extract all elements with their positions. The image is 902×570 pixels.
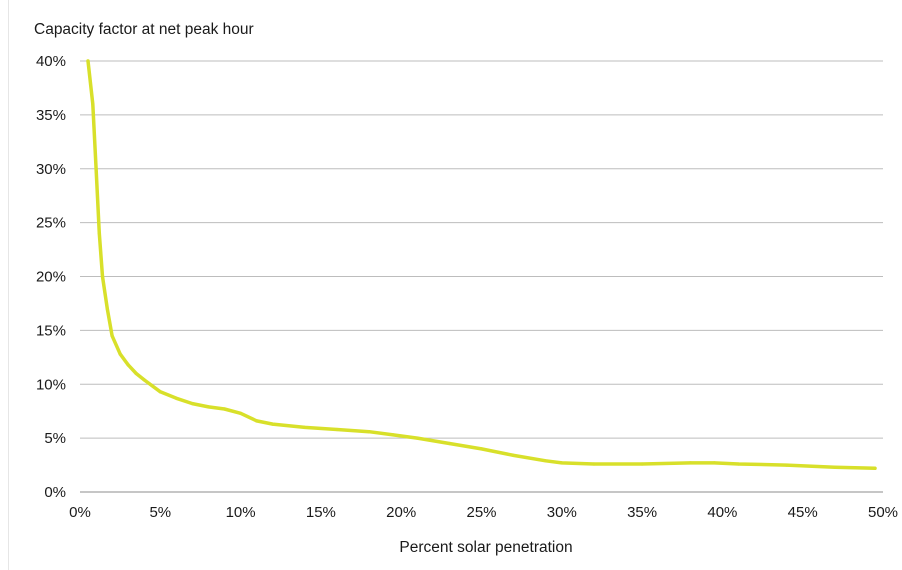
- y-tick-label: 15%: [36, 322, 66, 339]
- data-point: [873, 466, 877, 470]
- data-point: [271, 422, 275, 426]
- data-point: [86, 59, 90, 63]
- data-point: [174, 396, 178, 400]
- data-point: [94, 167, 98, 171]
- x-axis-title: Percent solar penetration: [399, 539, 572, 556]
- data-point: [303, 425, 307, 429]
- data-point: [447, 441, 451, 446]
- left-border-rule: [8, 0, 9, 570]
- data-point: [592, 462, 596, 466]
- data-point: [97, 231, 101, 235]
- data-point: [105, 307, 109, 311]
- data-point: [100, 274, 105, 279]
- series-layer: [86, 59, 877, 471]
- y-tick-label: 5%: [44, 430, 66, 447]
- data-point: [126, 363, 130, 367]
- data-point: [511, 453, 516, 457]
- y-tick-label: 25%: [36, 215, 66, 232]
- y-tick-label: 40%: [36, 53, 66, 70]
- x-tick-labels: 0% 5% 10% 15% 20% 25% 30% 35% 40% 45% 50%: [69, 504, 898, 521]
- data-point: [544, 459, 548, 463]
- data-point: [239, 411, 243, 415]
- data-point: [391, 433, 395, 437]
- y-tick-label: 30%: [36, 161, 66, 178]
- x-tick-label: 20%: [386, 504, 416, 521]
- y-tick-label: 20%: [36, 269, 66, 286]
- data-point: [158, 390, 162, 394]
- data-point: [206, 405, 211, 409]
- x-tick-label: 50%: [868, 504, 898, 521]
- x-tick-label: 40%: [707, 504, 737, 521]
- data-point: [91, 102, 95, 106]
- x-tick-label: 15%: [306, 504, 336, 521]
- data-point: [134, 371, 138, 376]
- data-point: [415, 436, 419, 440]
- data-point: [222, 407, 227, 411]
- data-point: [118, 352, 122, 356]
- data-point: [110, 334, 114, 338]
- gridlines: [80, 60, 883, 493]
- x-tick-label: 25%: [466, 504, 496, 521]
- x-tick-label: 45%: [788, 504, 818, 521]
- data-point: [785, 463, 789, 467]
- data-point: [190, 402, 194, 406]
- data-point: [640, 462, 644, 466]
- y-axis-title: Capacity factor at net peak hour: [34, 21, 254, 38]
- data-point: [367, 430, 371, 434]
- x-tick-label: 30%: [547, 504, 577, 521]
- data-point: [142, 378, 146, 382]
- x-tick-label: 10%: [226, 504, 256, 521]
- data-point: [479, 447, 484, 451]
- y-tick-label: 0%: [44, 484, 66, 501]
- y-tick-labels: 0% 5% 10% 15% 20% 25% 30% 35% 40%: [36, 53, 66, 501]
- data-point: [712, 461, 717, 465]
- x-tick-label: 5%: [149, 504, 171, 521]
- data-point: [688, 461, 692, 465]
- x-tick-label: 0%: [69, 504, 91, 521]
- data-point: [833, 465, 837, 469]
- data-point: [255, 419, 259, 423]
- series-line-0: [86, 59, 877, 471]
- data-point: [560, 461, 564, 465]
- y-tick-label: 35%: [36, 107, 66, 124]
- y-tick-label: 10%: [36, 376, 66, 393]
- x-tick-label: 35%: [627, 504, 657, 521]
- data-point: [736, 462, 741, 466]
- data-point: [335, 427, 339, 432]
